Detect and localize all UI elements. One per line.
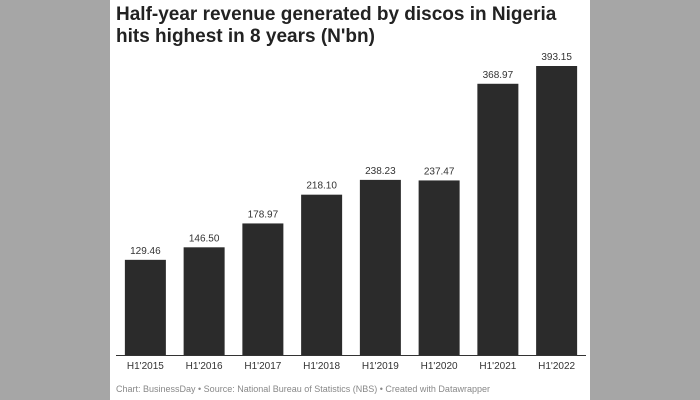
bar-H1'2022 [536,66,578,355]
bar-H1'2016 [183,247,225,355]
value-label: 218.10 [306,181,337,192]
bar-H1'2019 [359,179,401,355]
value-label: 368.97 [483,70,514,81]
x-tick-label: H1'2019 [362,361,399,372]
value-label: 178.97 [248,209,279,220]
bar-H1'2017 [242,223,284,355]
x-tick-label: H1'2017 [244,361,281,372]
value-label: 238.23 [365,166,396,177]
x-tick-label: H1'2015 [127,361,164,372]
chart-panel: Half-year revenue generated by discos in… [110,0,590,400]
bar-H1'2018 [301,194,343,355]
bar-H1'2015 [124,259,166,355]
value-label: 393.15 [541,52,572,63]
x-tick-label: H1'2018 [303,361,340,372]
x-tick-label: H1'2016 [186,361,223,372]
value-label: 146.50 [189,233,220,244]
value-label: 129.46 [130,246,161,257]
bar-chart: 129.46 146.50 178.97 218.10 238.23 237.47 368.… [116,52,586,372]
x-tick-label: H1'2020 [421,361,458,372]
x-tick-label: H1'2021 [479,361,516,372]
bar-H1'2020 [418,180,460,355]
bar-H1'2021 [477,83,519,355]
chart-credit: Chart: BusinessDay • Source: National Bu… [116,384,490,394]
value-label: 237.47 [424,166,455,177]
chart-title: Half-year revenue generated by discos in… [116,4,557,47]
x-tick-label: H1'2022 [538,361,575,372]
